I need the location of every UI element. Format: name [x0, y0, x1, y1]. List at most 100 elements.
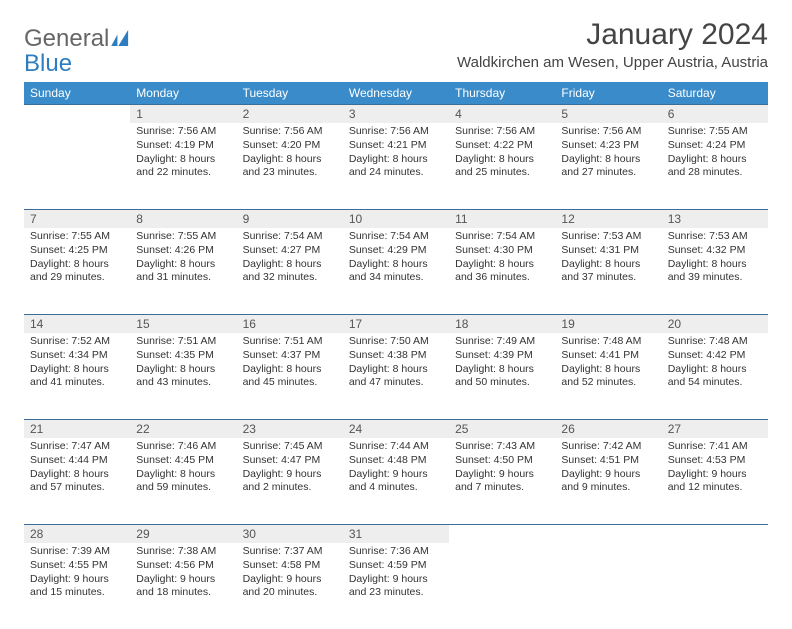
day-details: Sunrise: 7:36 AMSunset: 4:59 PMDaylight:…	[343, 543, 449, 606]
day-cell: Sunrise: 7:38 AMSunset: 4:56 PMDaylight:…	[130, 543, 236, 629]
sunrise-line: Sunrise: 7:56 AM	[561, 125, 655, 139]
sunrise-line: Sunrise: 7:55 AM	[136, 230, 230, 244]
daylight-line: Daylight: 9 hours and 20 minutes.	[243, 573, 337, 600]
logo-text-general: General	[24, 25, 109, 52]
day-details: Sunrise: 7:48 AMSunset: 4:42 PMDaylight:…	[662, 333, 768, 396]
daylight-line: Daylight: 8 hours and 31 minutes.	[136, 258, 230, 285]
weekday-header: Wednesday	[343, 82, 449, 104]
daylight-line: Daylight: 8 hours and 32 minutes.	[243, 258, 337, 285]
calendar-table: Sunday Monday Tuesday Wednesday Thursday…	[24, 82, 768, 629]
sunset-line: Sunset: 4:42 PM	[668, 349, 762, 363]
day-content-row: Sunrise: 7:55 AMSunset: 4:25 PMDaylight:…	[24, 228, 768, 314]
day-number: 10	[343, 209, 449, 228]
daylight-line: Daylight: 8 hours and 34 minutes.	[349, 258, 443, 285]
day-number: 19	[555, 314, 661, 333]
logo: GeneralBlue	[24, 18, 131, 76]
day-number: 29	[130, 524, 236, 543]
day-cell: Sunrise: 7:56 AMSunset: 4:23 PMDaylight:…	[555, 123, 661, 209]
daylight-line: Daylight: 8 hours and 54 minutes.	[668, 363, 762, 390]
sunset-line: Sunset: 4:53 PM	[668, 454, 762, 468]
day-cell: Sunrise: 7:55 AMSunset: 4:26 PMDaylight:…	[130, 228, 236, 314]
sunrise-line: Sunrise: 7:39 AM	[30, 545, 124, 559]
sunset-line: Sunset: 4:31 PM	[561, 244, 655, 258]
day-number: 28	[24, 524, 130, 543]
day-details: Sunrise: 7:38 AMSunset: 4:56 PMDaylight:…	[130, 543, 236, 606]
sunrise-line: Sunrise: 7:48 AM	[668, 335, 762, 349]
day-cell: Sunrise: 7:39 AMSunset: 4:55 PMDaylight:…	[24, 543, 130, 629]
day-number: 6	[662, 104, 768, 123]
daylight-line: Daylight: 8 hours and 37 minutes.	[561, 258, 655, 285]
sunrise-line: Sunrise: 7:44 AM	[349, 440, 443, 454]
daylight-line: Daylight: 9 hours and 23 minutes.	[349, 573, 443, 600]
daylight-line: Daylight: 9 hours and 15 minutes.	[30, 573, 124, 600]
day-number-row: 28293031	[24, 524, 768, 543]
day-cell: Sunrise: 7:43 AMSunset: 4:50 PMDaylight:…	[449, 438, 555, 524]
day-content-row: Sunrise: 7:39 AMSunset: 4:55 PMDaylight:…	[24, 543, 768, 629]
day-cell	[449, 543, 555, 629]
day-cell: Sunrise: 7:49 AMSunset: 4:39 PMDaylight:…	[449, 333, 555, 419]
day-number-row: 14151617181920	[24, 314, 768, 333]
day-details: Sunrise: 7:53 AMSunset: 4:32 PMDaylight:…	[662, 228, 768, 291]
weekday-header-row: Sunday Monday Tuesday Wednesday Thursday…	[24, 82, 768, 104]
day-number-empty	[449, 524, 555, 543]
day-number: 12	[555, 209, 661, 228]
day-cell: Sunrise: 7:36 AMSunset: 4:59 PMDaylight:…	[343, 543, 449, 629]
weekday-header: Sunday	[24, 82, 130, 104]
sunrise-line: Sunrise: 7:56 AM	[455, 125, 549, 139]
sunset-line: Sunset: 4:45 PM	[136, 454, 230, 468]
header: GeneralBlue January 2024 Waldkirchen am …	[24, 18, 768, 76]
sunrise-line: Sunrise: 7:51 AM	[243, 335, 337, 349]
sunrise-line: Sunrise: 7:43 AM	[455, 440, 549, 454]
day-number: 23	[237, 419, 343, 438]
sunrise-line: Sunrise: 7:45 AM	[243, 440, 337, 454]
sunset-line: Sunset: 4:25 PM	[30, 244, 124, 258]
sunrise-line: Sunrise: 7:41 AM	[668, 440, 762, 454]
day-cell: Sunrise: 7:53 AMSunset: 4:31 PMDaylight:…	[555, 228, 661, 314]
day-number: 21	[24, 419, 130, 438]
day-number-empty	[555, 524, 661, 543]
day-details: Sunrise: 7:39 AMSunset: 4:55 PMDaylight:…	[24, 543, 130, 606]
weekday-header: Monday	[130, 82, 236, 104]
sunrise-line: Sunrise: 7:47 AM	[30, 440, 124, 454]
day-details: Sunrise: 7:37 AMSunset: 4:58 PMDaylight:…	[237, 543, 343, 606]
day-number-empty	[24, 104, 130, 123]
day-details: Sunrise: 7:41 AMSunset: 4:53 PMDaylight:…	[662, 438, 768, 501]
sunset-line: Sunset: 4:27 PM	[243, 244, 337, 258]
sunrise-line: Sunrise: 7:51 AM	[136, 335, 230, 349]
day-number: 9	[237, 209, 343, 228]
daylight-line: Daylight: 8 hours and 50 minutes.	[455, 363, 549, 390]
day-cell: Sunrise: 7:56 AMSunset: 4:22 PMDaylight:…	[449, 123, 555, 209]
daylight-line: Daylight: 8 hours and 43 minutes.	[136, 363, 230, 390]
day-cell: Sunrise: 7:48 AMSunset: 4:41 PMDaylight:…	[555, 333, 661, 419]
sunrise-line: Sunrise: 7:55 AM	[30, 230, 124, 244]
day-number-row: 78910111213	[24, 209, 768, 228]
day-number: 5	[555, 104, 661, 123]
day-number: 2	[237, 104, 343, 123]
sunrise-line: Sunrise: 7:56 AM	[136, 125, 230, 139]
day-details: Sunrise: 7:46 AMSunset: 4:45 PMDaylight:…	[130, 438, 236, 501]
weekday-header: Saturday	[662, 82, 768, 104]
sunrise-line: Sunrise: 7:53 AM	[561, 230, 655, 244]
sunrise-line: Sunrise: 7:56 AM	[349, 125, 443, 139]
day-cell: Sunrise: 7:56 AMSunset: 4:20 PMDaylight:…	[237, 123, 343, 209]
sunset-line: Sunset: 4:41 PM	[561, 349, 655, 363]
day-number: 1	[130, 104, 236, 123]
sunrise-line: Sunrise: 7:42 AM	[561, 440, 655, 454]
day-details: Sunrise: 7:54 AMSunset: 4:30 PMDaylight:…	[449, 228, 555, 291]
day-number: 22	[130, 419, 236, 438]
weekday-header: Thursday	[449, 82, 555, 104]
day-cell: Sunrise: 7:50 AMSunset: 4:38 PMDaylight:…	[343, 333, 449, 419]
daylight-line: Daylight: 9 hours and 7 minutes.	[455, 468, 549, 495]
day-cell	[662, 543, 768, 629]
day-details: Sunrise: 7:51 AMSunset: 4:35 PMDaylight:…	[130, 333, 236, 396]
sunrise-line: Sunrise: 7:48 AM	[561, 335, 655, 349]
sunset-line: Sunset: 4:55 PM	[30, 559, 124, 573]
day-cell: Sunrise: 7:55 AMSunset: 4:24 PMDaylight:…	[662, 123, 768, 209]
day-cell: Sunrise: 7:41 AMSunset: 4:53 PMDaylight:…	[662, 438, 768, 524]
sunset-line: Sunset: 4:32 PM	[668, 244, 762, 258]
day-number: 14	[24, 314, 130, 333]
daylight-line: Daylight: 8 hours and 22 minutes.	[136, 153, 230, 180]
day-cell: Sunrise: 7:54 AMSunset: 4:27 PMDaylight:…	[237, 228, 343, 314]
daylight-line: Daylight: 8 hours and 59 minutes.	[136, 468, 230, 495]
day-details: Sunrise: 7:56 AMSunset: 4:19 PMDaylight:…	[130, 123, 236, 186]
